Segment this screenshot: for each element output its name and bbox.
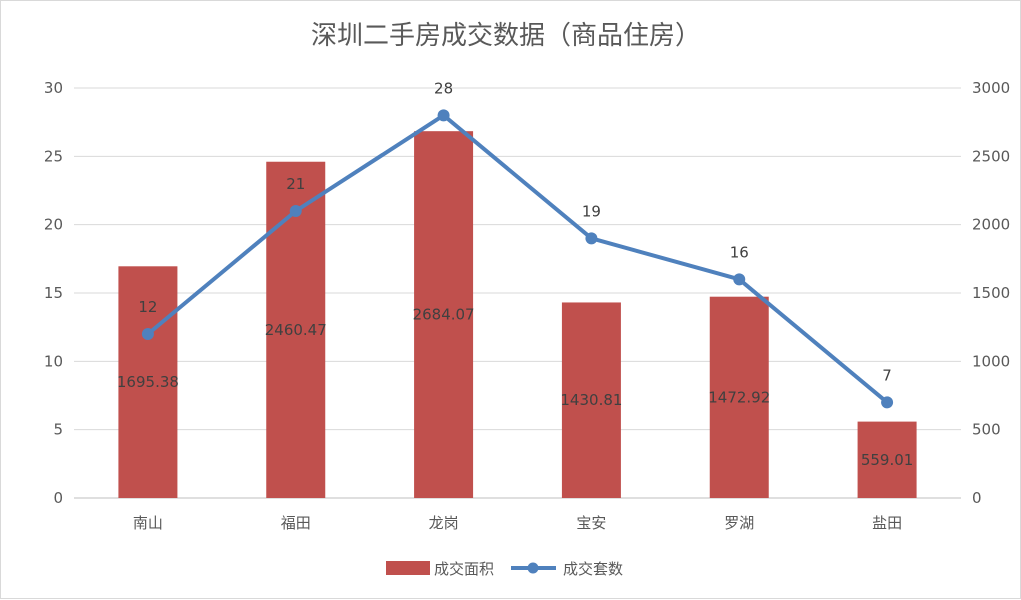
line-marker bbox=[733, 273, 746, 286]
series-line bbox=[145, 113, 890, 405]
line-value-label: 12 bbox=[138, 298, 157, 316]
line-marker bbox=[141, 328, 154, 340]
right-axis-ticks: 0 500 1000 1500 2000 2500 3000 bbox=[972, 79, 1010, 507]
bar-value-label: 2684.07 bbox=[413, 306, 475, 324]
right-tick-label: 1500 bbox=[972, 284, 1010, 302]
left-tick-label: 15 bbox=[44, 284, 63, 302]
bar-series bbox=[118, 131, 917, 498]
line-value-label: 16 bbox=[730, 243, 749, 261]
gridlines bbox=[74, 87, 961, 499]
bar bbox=[118, 266, 178, 498]
legend-swatch-count-marker bbox=[527, 562, 539, 574]
bar-value-label: 1472.92 bbox=[708, 388, 770, 406]
line-value-label: 21 bbox=[286, 175, 305, 193]
right-tick-label: 0 bbox=[972, 489, 982, 507]
left-tick-label: 10 bbox=[44, 352, 63, 370]
category-label: 龙岗 bbox=[429, 514, 459, 532]
category-label: 南山 bbox=[133, 514, 163, 532]
right-tick-label: 2000 bbox=[972, 216, 1010, 234]
bar-value-label: 1430.81 bbox=[560, 391, 622, 409]
line-value-label: 19 bbox=[582, 202, 601, 220]
right-tick-label: 1000 bbox=[972, 352, 1010, 370]
legend-label-count: 成交套数 bbox=[563, 560, 623, 578]
category-label: 盐田 bbox=[872, 514, 902, 532]
bar-value-label: 559.01 bbox=[861, 451, 914, 469]
chart-title: 深圳二手房成交数据（商品住房） bbox=[311, 21, 701, 51]
bar bbox=[857, 421, 917, 498]
legend-label-area: 成交面积 bbox=[434, 560, 494, 578]
line-value-label: 28 bbox=[434, 79, 453, 97]
line-marker bbox=[289, 205, 302, 217]
left-tick-label: 5 bbox=[53, 421, 63, 439]
line-value-label: 7 bbox=[882, 366, 892, 384]
left-axis-ticks: 0 5 10 15 20 25 30 bbox=[44, 79, 63, 507]
left-tick-label: 25 bbox=[44, 147, 63, 165]
bar-value-label: 1695.38 bbox=[117, 373, 179, 391]
bar bbox=[709, 296, 769, 498]
line-marker bbox=[585, 232, 598, 245]
line-series bbox=[141, 109, 894, 409]
bar bbox=[561, 302, 621, 498]
legend-swatch-area bbox=[386, 561, 430, 575]
bar bbox=[266, 161, 326, 498]
right-tick-label: 3000 bbox=[972, 79, 1010, 97]
bar-value-label: 2460.47 bbox=[265, 321, 327, 339]
category-label: 福田 bbox=[281, 514, 311, 532]
left-tick-label: 30 bbox=[44, 79, 63, 97]
data-labels: 1695.38 2460.47 2684.07 1430.81 1472.92 559.0… bbox=[117, 79, 913, 468]
left-tick-label: 20 bbox=[44, 216, 63, 234]
category-labels: 南山 福田 龙岗 宝安 罗湖 盐田 bbox=[133, 514, 902, 532]
left-tick-label: 0 bbox=[53, 489, 63, 507]
right-tick-label: 2500 bbox=[972, 147, 1010, 165]
right-tick-label: 500 bbox=[972, 421, 1001, 439]
bar bbox=[414, 131, 474, 498]
legend: 成交面积 成交套数 bbox=[386, 560, 623, 578]
line-marker bbox=[881, 396, 894, 409]
category-label: 罗湖 bbox=[724, 514, 754, 532]
category-label: 宝安 bbox=[576, 514, 606, 532]
line-marker bbox=[437, 109, 450, 122]
